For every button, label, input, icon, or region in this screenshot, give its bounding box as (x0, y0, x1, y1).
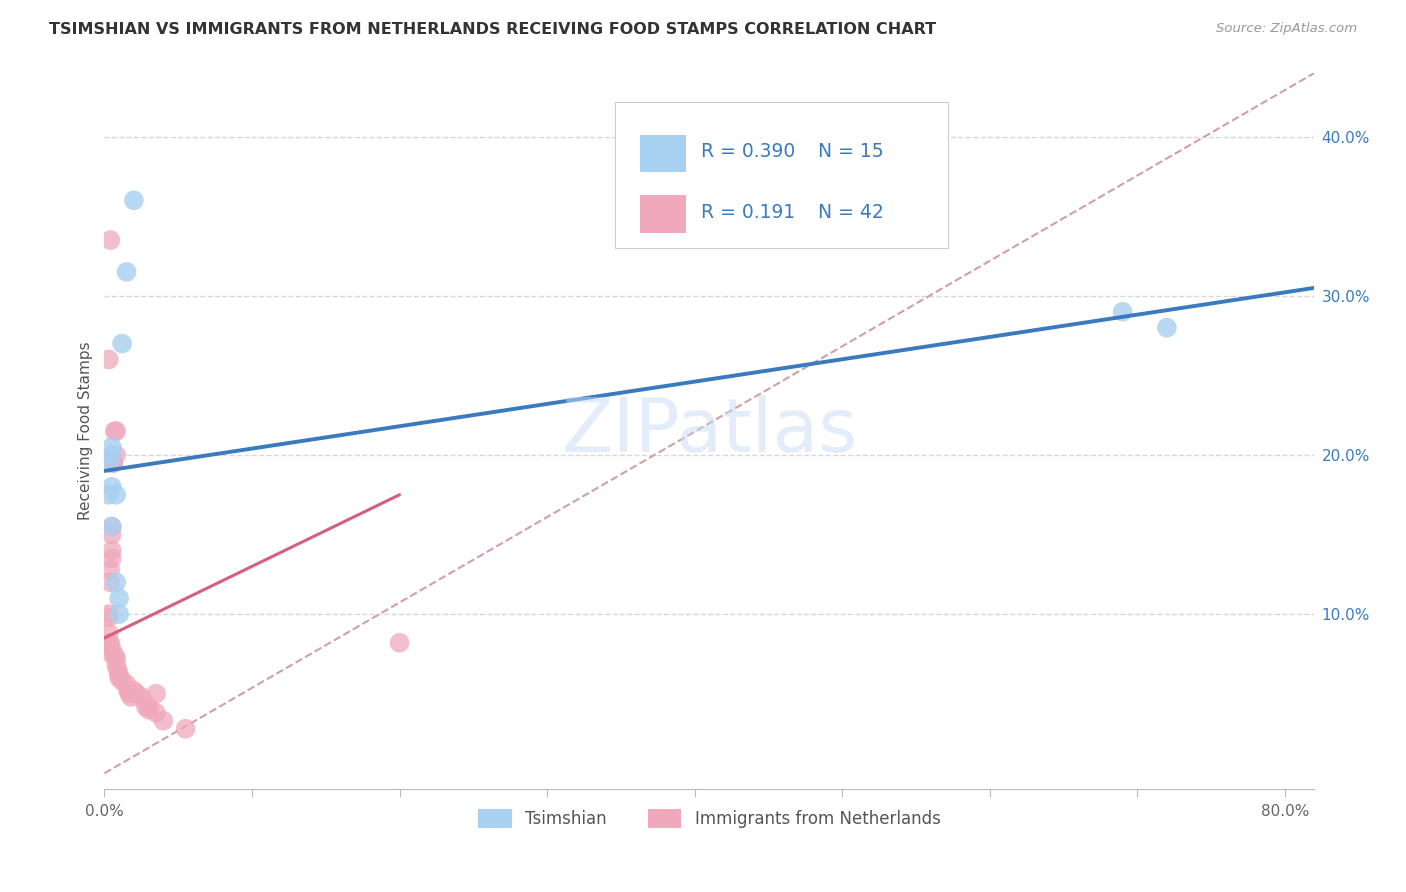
Point (98, 575, 121, 590)
Point (100, 642, 122, 657)
Text: TSIMSHIAN VS IMMIGRANTS FROM NETHERLANDS RECEIVING FOOD STAMPS CORRELATION CHART: TSIMSHIAN VS IMMIGRANTS FROM NETHERLANDS… (49, 22, 936, 37)
Point (135, 699, 157, 714)
Text: N = 15: N = 15 (818, 142, 884, 161)
Point (105, 651, 128, 665)
Point (104, 648, 127, 663)
Point (108, 591, 131, 606)
Point (97, 636, 120, 650)
Point (100, 551, 122, 566)
Point (1111, 304, 1133, 318)
Point (1156, 320, 1178, 334)
Point (120, 690, 142, 704)
Point (105, 488, 128, 502)
Point (97, 610, 120, 624)
Text: ZIPatlas: ZIPatlas (561, 394, 858, 467)
Point (122, 683, 145, 698)
Point (97, 488, 120, 502)
Point (103, 456, 125, 470)
Point (100, 647, 122, 661)
Point (104, 424, 127, 438)
Point (115, 677, 138, 691)
Point (105, 658, 128, 673)
Point (138, 703, 160, 717)
Point (118, 687, 141, 701)
Legend: Tsimshian, Immigrants from Netherlands: Tsimshian, Immigrants from Netherlands (471, 802, 948, 835)
Point (98, 563, 121, 577)
Point (111, 336, 134, 351)
Point (100, 480, 122, 494)
FancyBboxPatch shape (641, 135, 686, 172)
Point (122, 194, 145, 208)
Point (103, 456, 125, 470)
Point (125, 687, 148, 701)
Point (97, 456, 120, 470)
Point (100, 543, 122, 558)
Text: N = 42: N = 42 (818, 203, 884, 222)
Point (105, 575, 128, 590)
Point (138, 699, 160, 714)
Point (115, 265, 138, 279)
Point (100, 440, 122, 454)
FancyBboxPatch shape (641, 195, 686, 233)
Point (152, 714, 174, 728)
Text: R = 0.390: R = 0.390 (702, 142, 796, 161)
Point (100, 527, 122, 541)
Point (129, 690, 152, 704)
FancyBboxPatch shape (614, 102, 948, 249)
Point (108, 607, 131, 621)
Text: R = 0.191: R = 0.191 (702, 203, 796, 222)
Point (100, 519, 122, 533)
Point (98, 233, 121, 247)
Point (174, 722, 197, 736)
Point (108, 671, 131, 685)
Point (97, 607, 120, 621)
Point (145, 687, 167, 701)
Point (388, 636, 411, 650)
Point (105, 424, 128, 438)
Point (105, 448, 128, 462)
Y-axis label: Receiving Food Stamps: Receiving Food Stamps (79, 342, 93, 520)
Point (108, 667, 131, 681)
Point (117, 683, 139, 698)
Text: Source: ZipAtlas.com: Source: ZipAtlas.com (1216, 22, 1357, 36)
Point (98, 636, 121, 650)
Point (111, 673, 134, 688)
Point (145, 706, 167, 720)
Point (97, 352, 120, 367)
Point (107, 663, 129, 677)
Point (100, 448, 122, 462)
Point (97, 626, 120, 640)
Point (100, 519, 122, 533)
